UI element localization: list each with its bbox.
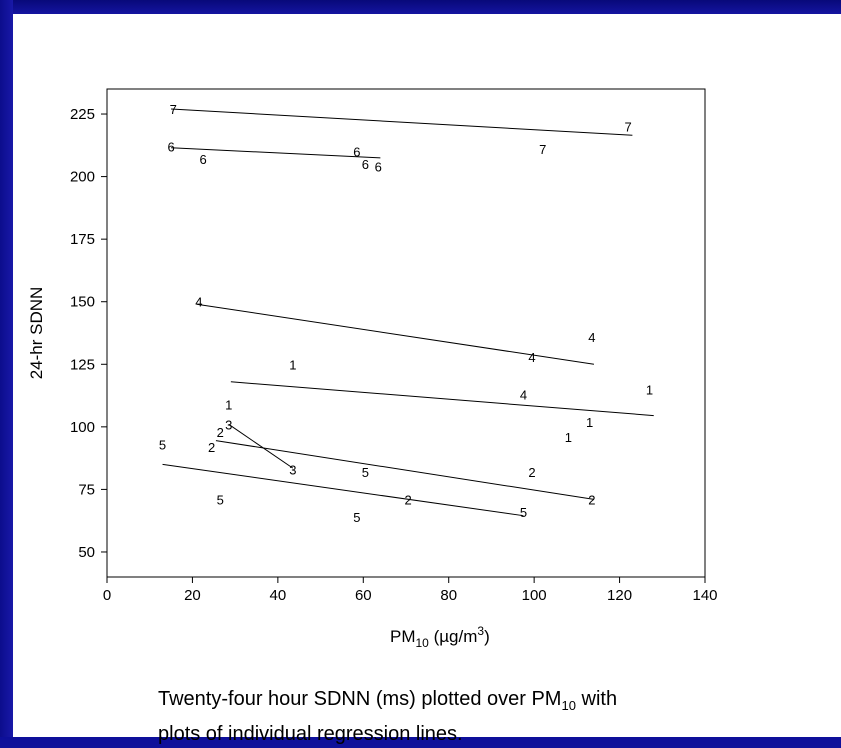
- x-tick-label: 80: [440, 587, 457, 604]
- x-tick-label: 0: [103, 587, 111, 604]
- data-point-subject-4: 4: [528, 350, 535, 365]
- data-point-subject-5: 5: [159, 437, 166, 452]
- y-tick-label: 225: [70, 106, 95, 123]
- caption-line-1-start: Twenty-four hour SDNN (ms) plotted over …: [158, 688, 562, 710]
- data-point-subject-1: 1: [225, 397, 232, 412]
- y-tick-label: 50: [78, 544, 95, 561]
- data-point-subject-7: 7: [539, 142, 546, 157]
- data-point-subject-6: 6: [362, 157, 369, 172]
- x-axis-ticks: 0 20 40 60 80 100 120 140: [103, 577, 718, 604]
- top-frame-band: [0, 0, 841, 14]
- x-title-mu: µ: [439, 627, 449, 646]
- data-point-subject-3: 3: [225, 417, 232, 432]
- data-point-subject-2: 2: [528, 465, 535, 480]
- x-title-unit: g/m: [449, 627, 477, 646]
- x-axis-title: PM10 (µg/m3): [390, 624, 490, 650]
- data-point-subject-6: 6: [167, 140, 174, 155]
- y-tick-label: 200: [70, 169, 95, 186]
- data-point-subject-4: 4: [520, 387, 527, 402]
- caption-line-1-sub: 10: [561, 698, 576, 713]
- x-tick-label: 60: [355, 587, 372, 604]
- data-point-subject-4: 4: [588, 330, 595, 345]
- data-point-subject-1: 1: [289, 357, 296, 372]
- regression-line-subject-2: [215, 440, 595, 500]
- caption-line-2: plots of individual regression lines.: [158, 723, 463, 745]
- regression-line-subject-7: [171, 108, 633, 136]
- data-point-subject-3: 3: [289, 462, 296, 477]
- data-point-subject-5: 5: [353, 510, 360, 525]
- data-point-subject-7: 7: [624, 120, 631, 135]
- data-point-subject-2: 2: [217, 425, 224, 440]
- regression-line-subject-6: [171, 147, 381, 159]
- x-tick-label: 140: [692, 587, 717, 604]
- data-point-subject-2: 2: [208, 440, 215, 455]
- regression-line-subject-1: [230, 381, 654, 417]
- x-tick-label: 20: [184, 587, 201, 604]
- y-tick-label: 100: [70, 419, 95, 436]
- data-point-subject-6: 6: [375, 160, 382, 175]
- slide-canvas: 50 75 100 125 150 175 200 225 0 20 40 60 80 100 120 14…: [13, 14, 841, 745]
- y-tick-label: 125: [70, 356, 95, 373]
- y-axis-title: 24-hr SDNN: [27, 287, 46, 380]
- x-tick-label: 120: [607, 587, 632, 604]
- regression-line-subject-5: [162, 463, 524, 517]
- caption-line-1-end: with: [575, 688, 618, 710]
- data-point-subject-6: 6: [353, 145, 360, 160]
- data-point-subject-6: 6: [199, 152, 206, 167]
- figure-caption: Twenty-four hour SDNN (ms) plotted over …: [158, 685, 818, 748]
- regression-line-subject-4: [196, 303, 595, 365]
- data-point-subject-4: 4: [195, 295, 202, 310]
- data-point-subject-7: 7: [170, 102, 177, 117]
- data-point-subject-2: 2: [405, 492, 412, 507]
- data-point-subject-5: 5: [362, 465, 369, 480]
- x-title-sup: 3: [477, 624, 484, 638]
- y-tick-label: 150: [70, 294, 95, 311]
- y-tick-label: 175: [70, 231, 95, 248]
- data-point-subject-5: 5: [520, 505, 527, 520]
- y-axis-ticks: 50 75 100 125 150 175 200 225: [70, 106, 107, 561]
- x-title-sub: 10: [416, 636, 430, 650]
- x-title-close: ): [484, 627, 490, 646]
- data-point-subject-1: 1: [646, 382, 653, 397]
- regression-line-subject-3: [228, 423, 294, 469]
- x-tick-label: 100: [522, 587, 547, 604]
- data-point-subject-1: 1: [565, 430, 572, 445]
- x-title-open: (: [429, 627, 440, 646]
- data-point-subject-5: 5: [217, 492, 224, 507]
- data-point-subject-1: 1: [586, 415, 593, 430]
- data-point-subject-2: 2: [588, 492, 595, 507]
- x-tick-label: 40: [270, 587, 287, 604]
- y-tick-label: 75: [78, 481, 95, 498]
- regression-lines: [162, 108, 654, 517]
- left-frame-stripe: [0, 0, 13, 737]
- caption-line-1: Twenty-four hour SDNN (ms) plotted over …: [158, 685, 818, 720]
- x-title-pm: PM: [390, 627, 416, 646]
